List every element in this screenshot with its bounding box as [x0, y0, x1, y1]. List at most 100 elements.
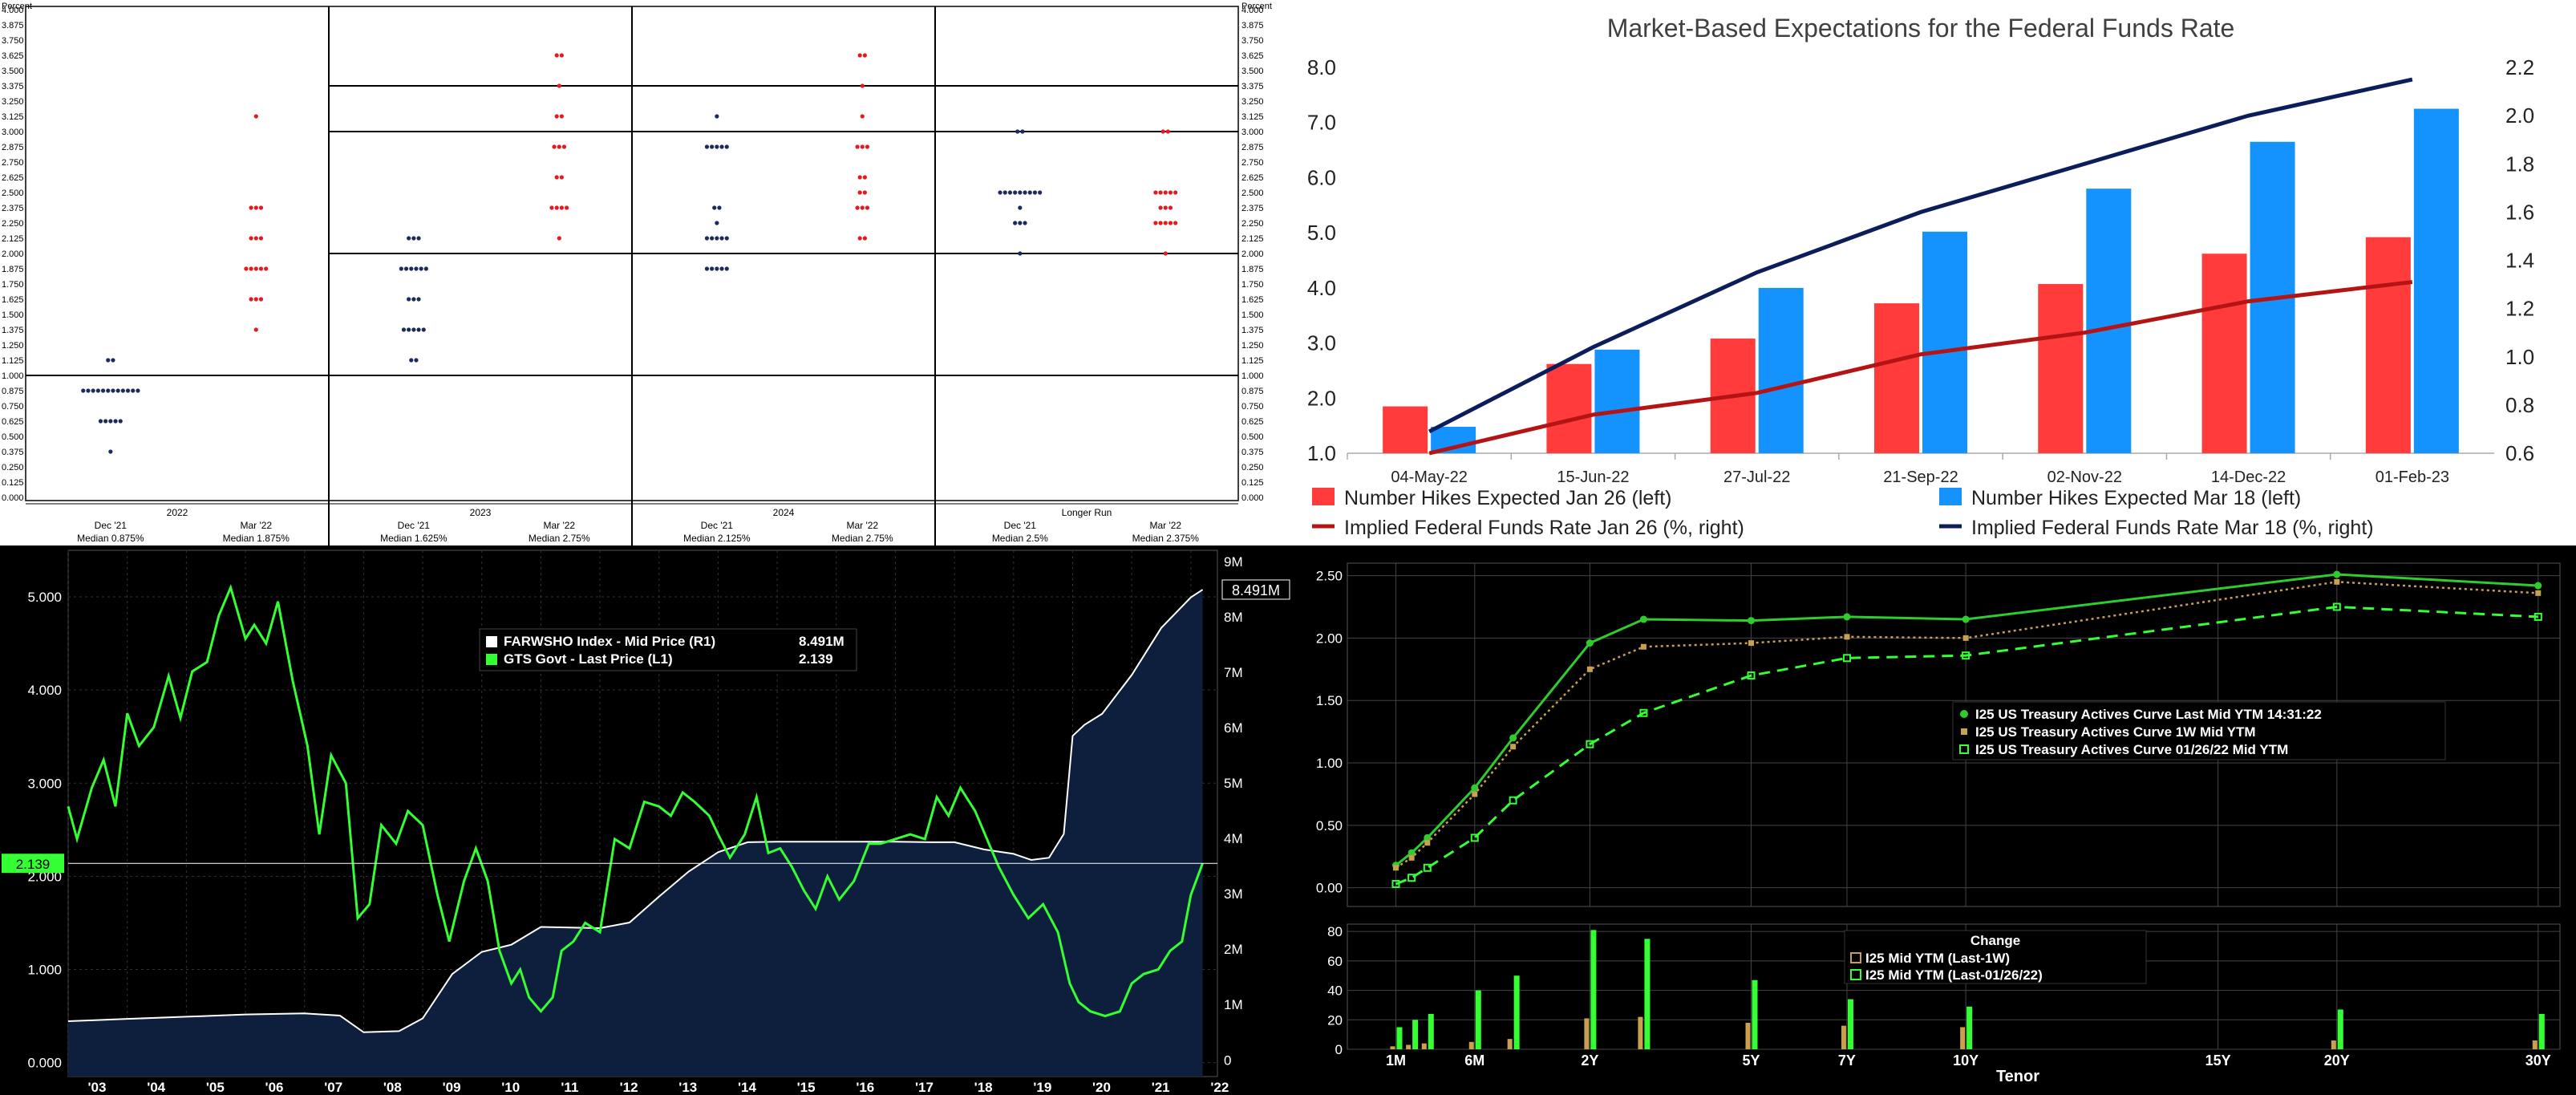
curve-point-1w [1472, 791, 1478, 797]
y-tick-left: 0.375 [2, 448, 24, 457]
change-bar-1w [1468, 1041, 1474, 1049]
x-tick-label: 21-Sep-22 [1883, 468, 1958, 486]
dot-mar22 [1163, 251, 1168, 256]
y-tick-right: 1.0 [2505, 345, 2534, 369]
x-tick-label: 15-Jun-22 [1557, 468, 1629, 486]
change-legend-swatch [1850, 969, 1861, 980]
y-tick-left: 1.625 [2, 295, 24, 305]
change-bar-1w [1406, 1044, 1412, 1049]
y-tick-right: 0.250 [1241, 463, 1264, 472]
dot-mar22 [557, 144, 561, 149]
dot-dec21 [98, 419, 103, 424]
change-legend-box [1844, 930, 2147, 984]
change-legend-label: I25 Mid YTM (Last-01/26/22) [1865, 967, 2043, 983]
dot-mar22 [249, 297, 253, 302]
dot-mar22 [1163, 190, 1168, 195]
x-tick-label: '21 [1152, 1080, 1170, 1095]
change-bar-jan26 [1428, 1013, 1434, 1049]
change-bar-jan26 [1475, 990, 1481, 1049]
x-tick-label: '10 [501, 1080, 520, 1095]
x-tick-label: '14 [738, 1080, 756, 1095]
change-bar-jan26 [1752, 979, 1758, 1049]
y-tick-left: 2.125 [2, 234, 24, 244]
y-tick-right: 3.375 [1241, 82, 1264, 91]
dot-dec21 [409, 266, 414, 271]
y-tick-label: 2.00 [1316, 631, 1343, 646]
dot-mar22 [1153, 221, 1158, 225]
x-tick-label: '09 [443, 1080, 461, 1095]
dec-median: Median 2.125% [683, 533, 751, 544]
dec-median: Median 2.5% [992, 533, 1048, 544]
dot-mar22 [554, 175, 559, 180]
dot-dec21 [704, 236, 710, 241]
y-tick-right: 2.625 [1241, 173, 1264, 183]
curve-point-1w [1424, 840, 1431, 846]
dot-dec21 [416, 236, 421, 241]
y-tick-right: 0.125 [1241, 478, 1264, 488]
change-legend-swatch [1850, 952, 1861, 963]
bar-jan26 [2038, 284, 2084, 453]
curve-point-1w [1640, 643, 1646, 650]
dot-dec21 [1027, 190, 1032, 195]
legend-marker [1960, 710, 1968, 718]
dec-label: Dec '21 [398, 520, 431, 531]
dot-mar22 [1158, 221, 1163, 225]
dot-mar22 [1158, 205, 1163, 210]
y-tick-label: 1.00 [1316, 756, 1343, 771]
curve-point-last [1843, 613, 1851, 621]
y-tick-right: 2.875 [1241, 143, 1264, 152]
y-tick-left: 3.750 [2, 36, 24, 46]
dot-dec21 [401, 327, 407, 332]
dot-mar22 [857, 175, 862, 180]
sub-y-tick-label: 20 [1327, 1012, 1343, 1028]
dot-dec21 [118, 419, 123, 424]
change-bar-1w [1507, 1039, 1513, 1049]
dot-dec21 [1020, 129, 1025, 134]
y-tick-right: 3M [1224, 886, 1243, 902]
treasury-curve-panel: 1M 6M 2Y 5Y 7Y 10Y 15Y 20Y 30Y Tenor 0.00 0.50 1.00 1… [1291, 545, 2576, 1095]
dot-mar22 [559, 114, 564, 119]
y-tick-right: 8M [1224, 610, 1243, 625]
sub-y-tick-label: 60 [1327, 954, 1343, 969]
bar-jan26 [2365, 237, 2411, 453]
x-tick-label: 2Y [1581, 1052, 1598, 1069]
y-tick-left: 1.125 [2, 356, 24, 366]
change-bar-1w [1841, 1025, 1846, 1049]
dot-dec21 [1023, 221, 1027, 225]
dot-mar22 [258, 205, 264, 210]
x-axis-label: Tenor [1996, 1068, 2039, 1085]
dot-mar22 [258, 266, 264, 271]
dot-dec21 [136, 388, 140, 393]
y-tick-right: 0.6 [2505, 441, 2534, 465]
x-tick-label: '18 [974, 1080, 993, 1095]
curve-point-last [1962, 615, 1970, 623]
y-tick-right: 1.4 [2505, 249, 2534, 273]
dot-mar22 [253, 205, 258, 210]
y-tick-right: 2M [1224, 942, 1243, 957]
curve-point-1w [2535, 590, 2542, 596]
curve-point-1w [1962, 635, 1969, 641]
dot-dec21 [1013, 221, 1018, 225]
y-tick-left: 1.0 [1307, 441, 1336, 465]
curve-point-jan26 [1509, 796, 1517, 805]
dot-mar22 [860, 83, 865, 88]
dot-mar22 [857, 236, 862, 241]
y-tick-right: 5M [1224, 776, 1243, 791]
dot-dec21 [113, 419, 118, 424]
y-tick-right: 4.000 [1241, 6, 1264, 15]
legend-marker [1961, 728, 1967, 735]
y-tick-right: 2.375 [1241, 204, 1264, 213]
dot-mar22 [253, 114, 258, 119]
x-tick-label: 7Y [1838, 1052, 1856, 1069]
y-tick-right: 0.625 [1241, 417, 1264, 427]
y-tick-right: 3.250 [1241, 97, 1264, 107]
dot-dec21 [1023, 190, 1027, 195]
x-tick-label: 27-Jul-22 [1723, 468, 1790, 486]
legend-marker [1959, 744, 1969, 754]
last-right-value: 8.491M [1232, 582, 1280, 598]
dot-dec21 [414, 266, 419, 271]
area-fed-holdings-fill [68, 590, 1203, 1077]
y-tick-label: 2.50 [1316, 569, 1343, 584]
chart-title: Market-Based Expectations for the Federa… [1607, 14, 2235, 43]
legend-swatch [1312, 488, 1335, 505]
